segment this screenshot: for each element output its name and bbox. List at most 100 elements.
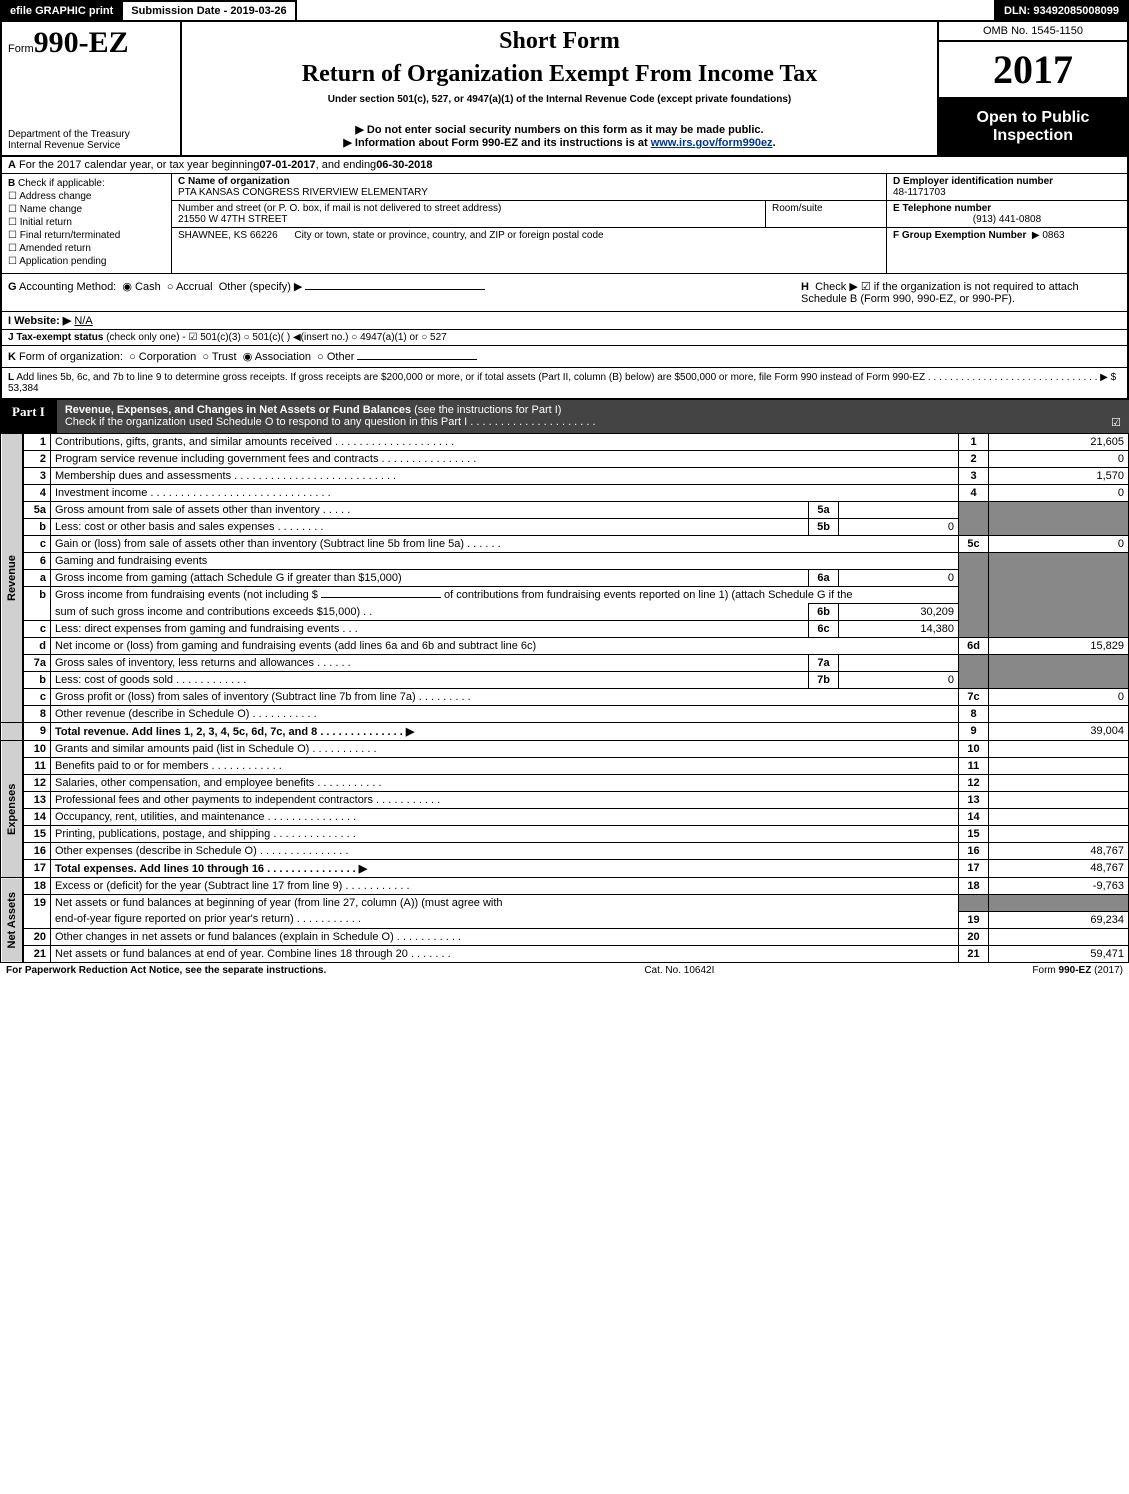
h-text1: Check ▶: [815, 281, 858, 293]
sub-num: 6b: [809, 604, 839, 621]
line-num: 1: [23, 434, 51, 451]
l6b-amount-input[interactable]: [321, 597, 441, 598]
side-revenue: Revenue: [1, 434, 23, 723]
k-other-input[interactable]: [357, 359, 477, 360]
check-name-change[interactable]: Name change: [8, 204, 165, 215]
line-box: 9: [959, 723, 989, 741]
radio-other[interactable]: Other: [317, 351, 354, 363]
line-val: 59,471: [989, 945, 1129, 962]
line-val: 0: [989, 536, 1129, 553]
check-amended-return[interactable]: Amended return: [8, 243, 165, 254]
line-num: 14: [23, 809, 51, 826]
check-501c[interactable]: 501(c)( ): [244, 332, 291, 343]
line-num: 11: [23, 758, 51, 775]
line-desc: Gross amount from sale of assets other t…: [51, 502, 809, 519]
line-num: 20: [23, 928, 51, 945]
line-box: 2: [959, 451, 989, 468]
l9-desc: Total revenue. Add lines 1, 2, 3, 4, 5c,…: [55, 726, 414, 738]
shade: [959, 553, 989, 638]
line-box: 13: [959, 792, 989, 809]
col-b: B Check if applicable: Address change Na…: [2, 174, 172, 273]
line-desc: Other revenue (describe in Schedule O) .…: [51, 706, 959, 723]
footer-left: For Paperwork Reduction Act Notice, see …: [6, 965, 326, 976]
line-box: 19: [959, 911, 989, 928]
row-a: A For the 2017 calendar year, or tax yea…: [2, 157, 1127, 174]
sub-num: 7b: [809, 672, 839, 689]
j-hint: (check only one) -: [106, 332, 185, 343]
check-501c3[interactable]: 501(c)(3): [188, 332, 240, 343]
ein-value: 48-1171703: [893, 187, 946, 198]
line-val: [989, 792, 1129, 809]
shade: [989, 895, 1129, 912]
room-label: Room/suite: [772, 203, 823, 214]
part1-header: Part I Revenue, Expenses, and Changes in…: [0, 400, 1129, 433]
line-box: 16: [959, 843, 989, 860]
label-k: K: [8, 351, 16, 363]
check-4947[interactable]: 4947(a)(1) or: [351, 332, 418, 343]
l6b-desc1: Gross income from fundraising events (no…: [55, 589, 318, 601]
label-g: G: [8, 281, 17, 293]
check-address-change[interactable]: Address change: [8, 191, 165, 202]
line-val: [989, 809, 1129, 826]
check-schedule-b[interactable]: [861, 281, 874, 293]
other-specify-input[interactable]: [305, 289, 485, 290]
open-to-public: Open to Public Inspection: [939, 99, 1127, 155]
b-heading: Check if applicable:: [18, 178, 105, 189]
under-section: Under section 501(c), 527, or 4947(a)(1)…: [192, 94, 927, 105]
e-label: E Telephone number: [893, 203, 991, 214]
check-schedule-o[interactable]: [1111, 416, 1121, 429]
line-desc: Contributions, gifts, grants, and simila…: [51, 434, 959, 451]
col-de: D Employer identification number 48-1171…: [887, 174, 1127, 273]
side-netassets: Net Assets: [1, 878, 23, 963]
check-initial-return[interactable]: Initial return: [8, 217, 165, 228]
j-insert: ◀(insert no.): [293, 332, 348, 343]
check-application-pending[interactable]: Application pending: [8, 256, 165, 267]
line-val: 21,605: [989, 434, 1129, 451]
line-box: 8: [959, 706, 989, 723]
dln-badge: DLN: 93492085008099: [994, 0, 1129, 22]
line-desc: sum of such gross income and contributio…: [51, 604, 809, 621]
a-text1: For the 2017 calendar year, or tax year …: [19, 159, 259, 171]
instructions-link[interactable]: www.irs.gov/form990ez: [651, 137, 773, 149]
line-num: c: [23, 621, 51, 638]
line-num: a: [23, 570, 51, 587]
line-desc: Less: cost of goods sold . . . . . . . .…: [51, 672, 809, 689]
check-final-return[interactable]: Final return/terminated: [8, 230, 165, 241]
header-right: OMB No. 1545-1150 2017 Open to Public In…: [937, 22, 1127, 155]
shade: [989, 655, 1129, 689]
g-other: Other (specify) ▶: [219, 281, 303, 293]
line-num: 2: [23, 451, 51, 468]
line-num: 4: [23, 485, 51, 502]
line-num: c: [23, 536, 51, 553]
label-h: H: [801, 281, 809, 293]
line-desc: Less: cost or other basis and sales expe…: [51, 519, 809, 536]
radio-accrual[interactable]: Accrual: [167, 281, 213, 293]
line-val: 0: [989, 485, 1129, 502]
part1-checkline: Check if the organization used Schedule …: [65, 416, 596, 428]
radio-cash[interactable]: Cash: [122, 281, 160, 293]
line-num: 10: [23, 741, 51, 758]
line-num: 19: [23, 895, 51, 929]
line-box: 7c: [959, 689, 989, 706]
line-desc: Investment income . . . . . . . . . . . …: [51, 485, 959, 502]
radio-trust[interactable]: Trust: [202, 351, 236, 363]
form-number-big: 990-EZ: [34, 26, 129, 59]
row-i: I Website: ▶ N/A: [2, 312, 1127, 330]
check-527[interactable]: 527: [421, 332, 447, 343]
header-center: Short Form Return of Organization Exempt…: [182, 22, 937, 155]
radio-corporation[interactable]: Corporation: [129, 351, 196, 363]
row-k: K Form of organization: Corporation Trus…: [2, 346, 1127, 368]
shade: [959, 895, 989, 912]
radio-association[interactable]: Association: [243, 351, 311, 363]
sub-num: 6c: [809, 621, 839, 638]
line-desc: Gross income from gaming (attach Schedul…: [51, 570, 809, 587]
group-exemption-value: 0863: [1042, 230, 1064, 241]
line-val: 48,767: [989, 860, 1129, 878]
part1-title-text: Revenue, Expenses, and Changes in Net As…: [65, 404, 411, 416]
part1-table: Revenue 1 Contributions, gifts, grants, …: [0, 433, 1129, 963]
line-val: 0: [989, 689, 1129, 706]
line-desc: Gain or (loss) from sale of assets other…: [51, 536, 959, 553]
line-val: [989, 826, 1129, 843]
tax-year: 2017: [939, 42, 1127, 99]
arrow-icon: [343, 137, 355, 149]
